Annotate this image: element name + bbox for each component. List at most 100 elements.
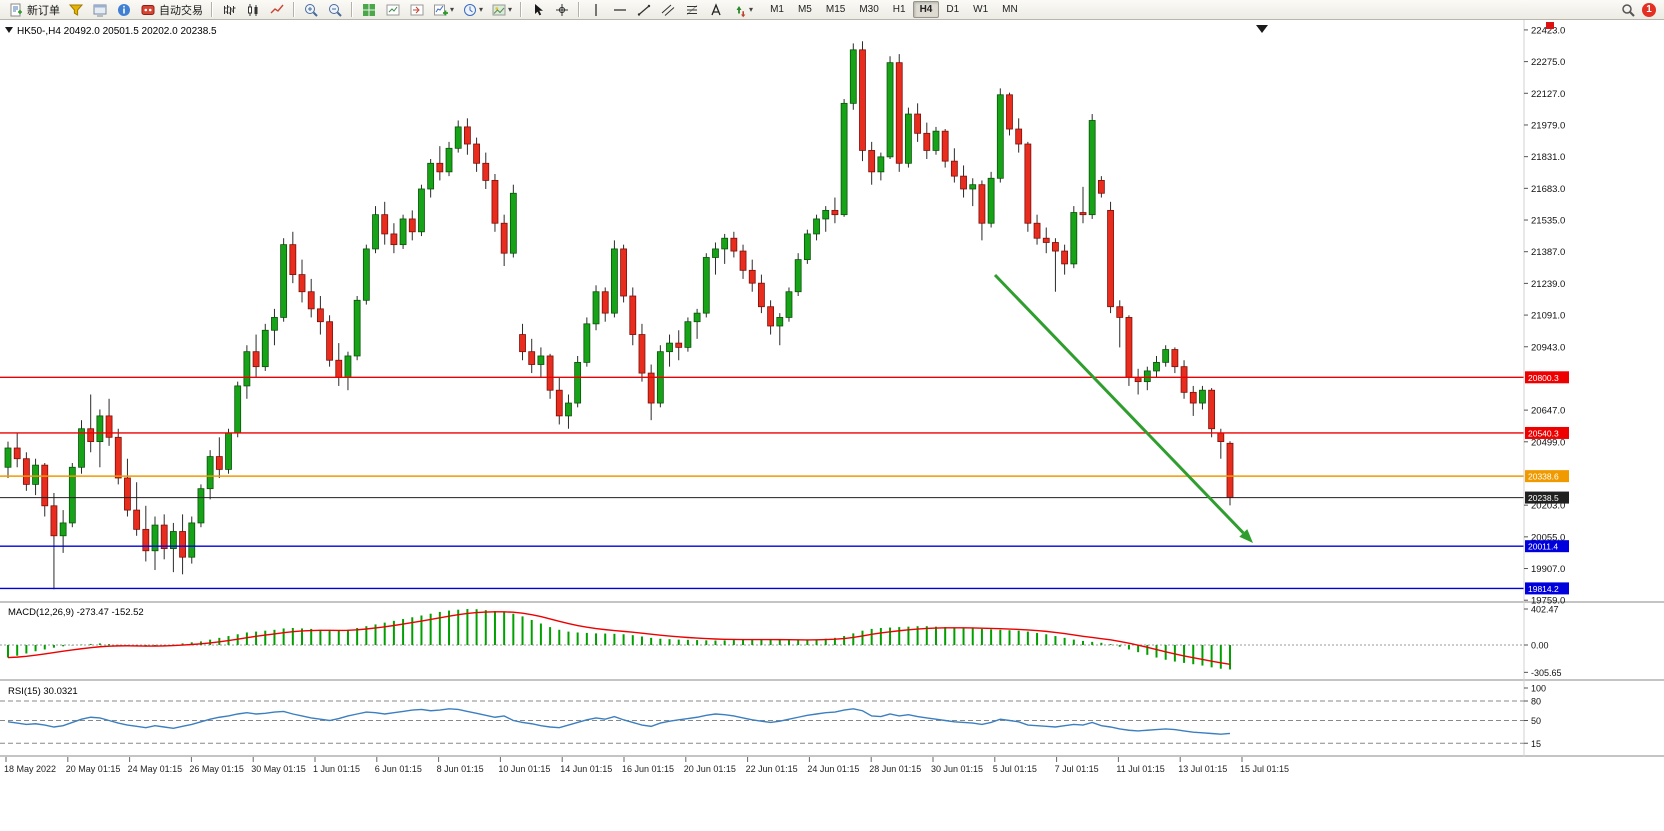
svg-text:21831.0: 21831.0 [1531, 152, 1565, 163]
crosshair-button[interactable] [550, 0, 574, 20]
svg-text:19759.0: 19759.0 [1531, 596, 1565, 607]
text-button[interactable] [704, 0, 728, 20]
svg-text:15: 15 [1531, 739, 1541, 749]
trendline-button[interactable] [632, 0, 656, 20]
timeframe-m5-button[interactable]: M5 [797, 4, 812, 15]
text-icon [708, 2, 724, 18]
dropdown-caret-icon[interactable]: ▾ [749, 5, 754, 14]
timeframe-m15-button[interactable]: M15 [825, 4, 846, 15]
periods-icon [462, 2, 478, 18]
toolbar-separator [293, 2, 295, 17]
svg-text:19814.2: 19814.2 [1528, 584, 1559, 594]
notification-badge[interactable]: 1 [1642, 2, 1656, 17]
auto-scroll-button[interactable] [381, 0, 405, 20]
svg-text:30 Jun 01:15: 30 Jun 01:15 [931, 764, 983, 774]
channel-button[interactable] [656, 0, 680, 20]
svg-text:11 Jul 01:15: 11 Jul 01:15 [1116, 764, 1164, 774]
svg-text:22127.0: 22127.0 [1531, 89, 1565, 100]
info-button[interactable] [112, 0, 136, 20]
metaquotes-button[interactable] [64, 0, 88, 20]
svg-text:21387.0: 21387.0 [1531, 247, 1565, 258]
metaquotes-icon [68, 2, 84, 18]
search-icon[interactable] [1620, 2, 1636, 18]
svg-text:100: 100 [1531, 684, 1546, 694]
svg-text:20055.0: 20055.0 [1531, 532, 1565, 543]
bars-chart-icon [221, 2, 237, 18]
templates-button[interactable]: ▾ [487, 0, 516, 20]
svg-text:10 Jun 01:15: 10 Jun 01:15 [498, 764, 550, 774]
price-tag-20011.4 [1525, 540, 1569, 553]
candles-group [4, 41, 1234, 590]
svg-text:20203.0: 20203.0 [1531, 501, 1565, 512]
svg-text:20943.0: 20943.0 [1531, 342, 1565, 353]
svg-text:20647.0: 20647.0 [1531, 406, 1565, 417]
macd-panel: 402.47 0.00 -305.65 [0, 604, 1562, 678]
symbol-collapse-icon[interactable] [5, 27, 13, 33]
indicators-button[interactable]: ▾ [429, 0, 458, 20]
fibonacci-button[interactable] [680, 0, 704, 20]
cursor-icon [530, 2, 546, 18]
svg-text:402.47: 402.47 [1531, 604, 1559, 614]
horizontal-lines-group[interactable] [0, 376, 1524, 590]
chart-background [0, 20, 1664, 831]
line-chart-button[interactable] [265, 0, 289, 20]
svg-text:80: 80 [1531, 697, 1541, 707]
dropdown-caret-icon[interactable]: ▾ [479, 5, 484, 14]
price-tag-20540.3 [1525, 426, 1569, 439]
arrows-button[interactable]: ▾ [728, 0, 757, 20]
toolbar-separator [351, 2, 353, 17]
svg-text:30 May 01:15: 30 May 01:15 [251, 764, 306, 774]
timeframe-h1-button[interactable]: H1 [892, 4, 906, 15]
new-order-icon [8, 2, 24, 18]
candlestick-chart-button[interactable] [241, 0, 265, 20]
chart-shift-marker[interactable] [1256, 25, 1268, 33]
horizontal-line-button[interactable] [608, 0, 632, 20]
chart-profile-button[interactable] [88, 0, 112, 20]
toolbar-separator [520, 2, 523, 17]
timeframe-m1-button[interactable]: M1 [770, 4, 784, 15]
svg-text:20011.4: 20011.4 [1528, 542, 1558, 552]
zoom-out-button[interactable] [323, 0, 347, 20]
svg-text:20540.3: 20540.3 [1528, 428, 1559, 438]
bars-chart-button[interactable] [217, 0, 241, 20]
autotrading-button[interactable]: 自动交易 [136, 0, 207, 20]
svg-text:21535.0: 21535.0 [1531, 216, 1565, 227]
timeframe-m30-button[interactable]: M30 [859, 4, 879, 15]
new-order-button[interactable]: 新订单 [4, 0, 64, 20]
svg-text:6 Jun 01:15: 6 Jun 01:15 [375, 764, 422, 774]
macd-label: MACD(12,26,9) -273.47 -152.52 [8, 607, 144, 618]
svg-text:0.00: 0.00 [1531, 641, 1549, 651]
line-chart-icon [269, 2, 285, 18]
arrows-icon [732, 2, 748, 18]
channel-icon [660, 2, 676, 18]
svg-text:18 May 2022: 18 May 2022 [4, 764, 56, 774]
toolbar-right-cluster: 1 [1620, 2, 1660, 18]
svg-text:5 Jul 01:15: 5 Jul 01:15 [993, 764, 1037, 774]
svg-text:22275.0: 22275.0 [1531, 57, 1565, 68]
tile-windows-button[interactable] [357, 0, 381, 20]
timeframe-w1-button[interactable]: W1 [973, 4, 989, 15]
svg-text:20 May 01:15: 20 May 01:15 [66, 764, 121, 774]
trend-arrow-annotation[interactable] [993, 273, 1253, 543]
rsi-label: RSI(15) 30.0321 [8, 686, 78, 697]
cursor-button[interactable] [526, 0, 550, 20]
chart-shift-button[interactable] [405, 0, 429, 20]
dropdown-caret-icon[interactable]: ▾ [450, 5, 455, 14]
timeframe-d1-button[interactable]: D1 [946, 4, 960, 15]
price-axis[interactable]: 22423.0 22275.0 22127.0 21979.0 21831.0 21683… [1523, 20, 1565, 757]
vline-icon [588, 2, 604, 18]
hline-icon [612, 2, 628, 18]
periods-button[interactable]: ▾ [458, 0, 487, 20]
vertical-line-button[interactable] [584, 0, 608, 20]
timeframe-h4-button[interactable]: H4 [912, 1, 940, 18]
panel-separators [0, 601, 1664, 758]
dropdown-caret-icon[interactable]: ▾ [508, 5, 513, 14]
autotrading-icon [140, 2, 156, 18]
fibo-icon [684, 2, 700, 18]
time-axis[interactable]: 18 May 2022 20 May 01:15 24 May 01:15 26 Ma… [4, 757, 1289, 774]
chart-canvas[interactable]: 22423.0 22275.0 22127.0 21979.0 21831.0 21683… [0, 20, 1664, 831]
timeframe-cluster: M1 M5 M15 M30 H1 H4 D1 W1 MN [763, 1, 1025, 18]
timeframe-mn-button[interactable]: MN [1002, 4, 1018, 15]
zoom-in-button[interactable] [299, 0, 323, 20]
